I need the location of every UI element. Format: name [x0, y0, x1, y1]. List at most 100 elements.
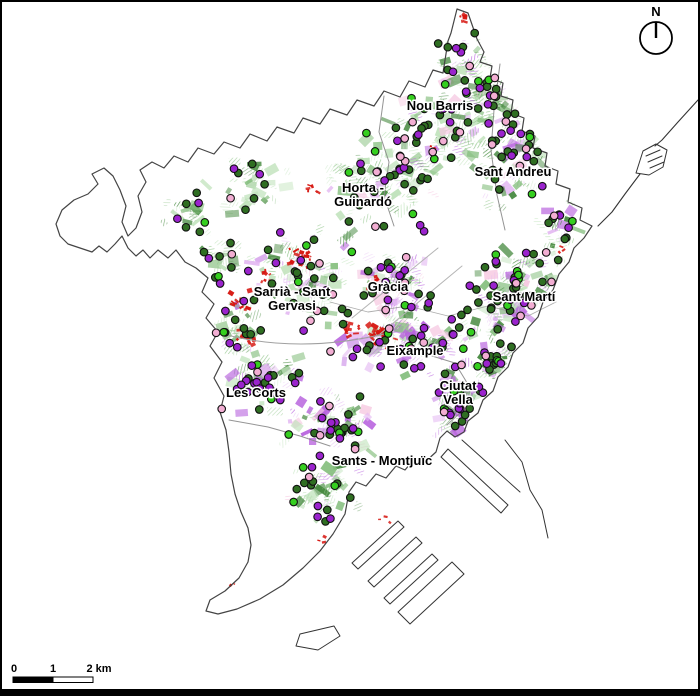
- city-block-patch: [477, 293, 491, 303]
- city-block-patch: [238, 318, 246, 325]
- city-block-patch: [498, 346, 508, 356]
- map-dot-dark-green: [292, 484, 302, 494]
- map-dot-purple: [236, 380, 246, 390]
- map-dot-purple: [194, 198, 203, 208]
- district-label-line: Sarrià - Sant: [254, 284, 331, 299]
- map-dot-purple: [356, 159, 365, 169]
- red-patch: [308, 258, 312, 261]
- map-dot-dark-green: [344, 217, 354, 226]
- city-block-patch: [452, 144, 467, 157]
- city-block-patch: [477, 162, 493, 176]
- city-block-patch: [259, 401, 265, 406]
- map-dot-dark-green: [340, 423, 349, 433]
- city-block-patch: [513, 177, 524, 189]
- map-dot-dark-green: [399, 360, 409, 369]
- red-patch: [387, 520, 392, 525]
- city-block-patch: [455, 155, 462, 162]
- red-patch: [298, 249, 305, 255]
- district-label-line: Sant Andreu: [475, 164, 552, 179]
- city-block-patch: [465, 386, 475, 393]
- city-block-patch: [474, 270, 482, 277]
- city-block-patch: [494, 117, 505, 125]
- city-block-patch: [348, 174, 363, 189]
- map-dot-purple: [448, 67, 458, 77]
- red-patch: [268, 272, 272, 276]
- red-patch: [373, 274, 378, 279]
- map-dot-bright-green: [568, 216, 577, 226]
- city-block-patch: [481, 184, 493, 191]
- map-dot-pink: [306, 316, 315, 326]
- map-dot-pink: [489, 91, 499, 101]
- map-dot-dark-green: [246, 329, 256, 339]
- city-block-patch: [337, 185, 354, 197]
- map-dot-dark-green: [294, 368, 304, 378]
- map-dot-purple: [275, 228, 285, 237]
- map-dot-dark-green: [181, 222, 191, 232]
- map-dot-dark-green: [249, 295, 259, 305]
- map-dot-pink: [312, 306, 322, 316]
- city-block-patch: [267, 267, 277, 277]
- map-dot-bright-green: [214, 271, 223, 281]
- red-patch: [244, 305, 252, 311]
- city-block-patch: [542, 231, 557, 245]
- map-dot-dark-green: [423, 174, 432, 184]
- city-block-patch: [532, 286, 549, 301]
- red-patch: [246, 339, 252, 345]
- map-dot-dark-green: [529, 156, 539, 166]
- city-block-patch: [416, 277, 423, 285]
- map-dot-purple: [434, 388, 444, 397]
- city-block-patch: [474, 50, 488, 61]
- map-dot-dark-green: [298, 287, 308, 297]
- city-block-patch: [408, 145, 423, 158]
- map-dot-bright-green: [408, 209, 418, 219]
- map-dot-purple: [413, 130, 423, 139]
- map-dot-purple: [455, 398, 464, 408]
- city-block-patch: [499, 103, 515, 113]
- map-dot-dark-green: [510, 109, 520, 119]
- city-block-patch: [467, 96, 479, 107]
- city-block-patch: [342, 347, 353, 358]
- map-dot-dark-green: [544, 218, 553, 228]
- district-label-line: Eixample: [386, 343, 443, 358]
- red-patch: [293, 252, 301, 258]
- city-block-patch: [282, 358, 294, 370]
- city-block-patch: [355, 188, 372, 206]
- map-dot-dark-green: [343, 308, 353, 318]
- city-block-patch: [466, 150, 480, 159]
- red-patch: [322, 534, 327, 539]
- map-dot-purple: [511, 317, 520, 326]
- map-dot-pink: [253, 367, 262, 377]
- city-block-patch: [235, 408, 249, 417]
- map-dot-pink: [490, 73, 500, 83]
- city-block-patch: [419, 273, 425, 279]
- map-dot-dark-green: [495, 339, 505, 348]
- city-block-patch: [482, 198, 495, 211]
- map-dot-pink: [211, 328, 221, 338]
- map-dot-purple: [290, 378, 300, 388]
- map-dot-pink: [406, 344, 416, 353]
- city-block-patch: [360, 213, 373, 225]
- north-arrow: N: [639, 4, 673, 55]
- city-block-patch: [406, 254, 419, 264]
- city-block-patch: [346, 206, 355, 218]
- city-block-patch: [522, 182, 530, 187]
- city-block-patch: [272, 374, 287, 388]
- map-dot-dark-green: [309, 235, 319, 245]
- red-patch: [305, 250, 311, 256]
- city-block-patch: [324, 321, 332, 330]
- district-label-line: Les Corts: [226, 385, 286, 400]
- city-block-patch: [403, 311, 414, 319]
- city-block-patch: [486, 309, 501, 323]
- red-patch: [260, 279, 264, 284]
- map-dot-dark-green: [474, 298, 483, 307]
- red-patch: [357, 324, 361, 328]
- map-dot-dark-green: [322, 505, 332, 515]
- map-dot-purple: [516, 129, 526, 139]
- map-dot-purple: [491, 257, 501, 266]
- map-dot-purple: [395, 271, 405, 280]
- city-block-patch: [386, 188, 402, 202]
- red-patch: [233, 302, 238, 305]
- city-block-patch: [335, 210, 346, 221]
- city-block-patch: [437, 112, 453, 125]
